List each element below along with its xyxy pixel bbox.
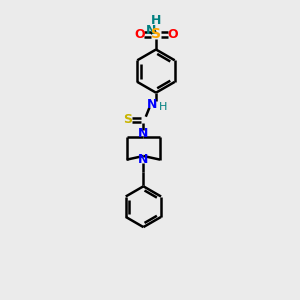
- Text: N: N: [147, 98, 158, 111]
- Text: S: S: [151, 28, 161, 41]
- Text: N: N: [146, 23, 156, 37]
- Text: S: S: [123, 113, 132, 126]
- Text: N: N: [138, 153, 148, 166]
- Text: O: O: [167, 28, 178, 41]
- Text: H: H: [151, 14, 161, 28]
- Text: N: N: [138, 127, 148, 140]
- Text: H: H: [158, 102, 167, 112]
- Text: O: O: [134, 28, 145, 41]
